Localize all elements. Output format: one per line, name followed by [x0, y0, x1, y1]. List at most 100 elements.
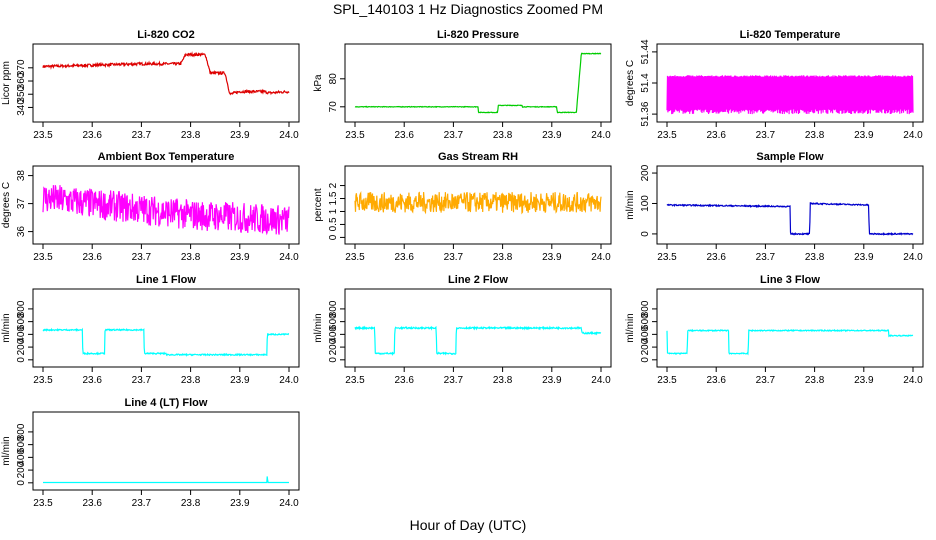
x-tick-label: 24.0 [279, 498, 299, 509]
y-tick-label: 200 [640, 338, 651, 355]
panel-title: Gas Stream RH [438, 151, 518, 163]
y-tick-label: 200 [640, 164, 651, 181]
y-tick-label: 600 [16, 436, 27, 453]
x-tick-label: 23.9 [230, 375, 250, 386]
x-tick-label: 23.7 [756, 252, 776, 263]
panel-0: Li-820 CO2 Licor ppm 23.5 23.6 23.7 23.8 23.9 2… [1, 29, 300, 141]
y-axis-label: ml/min [625, 190, 636, 219]
x-tick-label: 23.8 [805, 130, 825, 141]
x-tick-label: 23.5 [657, 375, 677, 386]
y-tick-label: 600 [640, 313, 651, 330]
series-line-0 [354, 191, 602, 215]
y-axis-label: ml/min [625, 313, 636, 342]
series-line-0 [43, 476, 289, 484]
x-tick-label: 23.6 [394, 375, 414, 386]
x-tick-label: 23.9 [542, 375, 562, 386]
x-tick-label: 23.6 [706, 252, 726, 263]
y-tick-label: 800 [328, 300, 339, 317]
series-line-0 [42, 327, 290, 357]
page-title: SPL_140103 1 Hz Diagnostics Zoomed PM [332, 1, 604, 17]
y-tick-label: 200 [328, 338, 339, 355]
y-tick-label: 0 [16, 480, 27, 486]
plot-frame [32, 411, 300, 491]
y-axis-label: ml/min [1, 313, 12, 342]
series-line-0 [42, 185, 290, 236]
x-tick-label: 23.9 [542, 252, 562, 263]
plot-frame [32, 165, 300, 245]
series-line-0 [666, 75, 914, 115]
x-tick-label: 23.5 [345, 130, 365, 141]
panel-3: Ambient Box Temperature degrees C 23.5 23.6… [1, 151, 300, 263]
panel-title: Line 2 Flow [448, 274, 508, 286]
panel-title: Line 3 Flow [760, 274, 820, 286]
panel-9: Line 4 (LT) Flow ml/min 23.5 23.6 23.7 23.8 23… [1, 397, 300, 509]
x-tick-label: 23.8 [493, 130, 513, 141]
x-tick-label: 23.8 [181, 252, 201, 263]
x-tick-label: 23.6 [82, 498, 102, 509]
y-axis-label: percent [313, 188, 324, 222]
x-tick-label: 23.7 [132, 130, 152, 141]
y-tick-label: 800 [16, 300, 27, 317]
x-tick-label: 23.8 [493, 252, 513, 263]
x-tick-label: 23.7 [444, 252, 464, 263]
y-axis-label: ml/min [313, 313, 324, 342]
panel-title: Line 1 Flow [136, 274, 196, 286]
y-tick-label: 800 [640, 300, 651, 317]
plot-frame [344, 288, 612, 368]
y-axis-label: degrees C [1, 182, 12, 228]
panel-title: Li-820 Temperature [740, 29, 841, 41]
x-tick-label: 23.6 [82, 375, 102, 386]
y-tick-label: 0 [16, 357, 27, 363]
panel-title: Ambient Box Temperature [98, 151, 235, 163]
x-tick-label: 23.8 [181, 375, 201, 386]
x-tick-label: 23.6 [706, 375, 726, 386]
series-line-0 [354, 52, 602, 114]
x-tick-label: 23.8 [805, 375, 825, 386]
y-tick-label: 0 [328, 234, 339, 240]
plot-frame [656, 288, 924, 368]
y-tick-label: 370 [16, 59, 27, 76]
x-tick-label: 23.9 [854, 375, 874, 386]
y-tick-label: 200 [16, 338, 27, 355]
y-tick-label: 350 [16, 85, 27, 102]
y-axis-label: Licor ppm [1, 61, 12, 105]
y-tick-label: 800 [16, 423, 27, 440]
x-tick-label: 23.7 [132, 252, 152, 263]
y-tick-label: 340 [16, 99, 27, 116]
plot-frame [344, 165, 612, 245]
x-tick-label: 23.5 [33, 375, 53, 386]
y-tick-label: 1.5 [328, 191, 339, 205]
x-tick-label: 23.5 [345, 252, 365, 263]
x-axis-label: Hour of Day (UTC) [409, 517, 527, 533]
y-axis-label: kPa [313, 74, 324, 92]
series-line-0 [666, 202, 914, 236]
panel-title: Li-820 Pressure [437, 29, 519, 41]
y-tick-label: 1 [328, 208, 339, 214]
y-tick-label: 400 [16, 326, 27, 343]
y-tick-label: 51.36 [640, 101, 651, 126]
panel-title: Li-820 CO2 [137, 29, 194, 41]
x-tick-label: 23.8 [805, 252, 825, 263]
x-tick-label: 23.7 [444, 375, 464, 386]
x-tick-label: 23.9 [854, 130, 874, 141]
x-tick-label: 23.9 [230, 498, 250, 509]
panel-title: Line 4 (LT) Flow [125, 397, 208, 409]
x-tick-label: 24.0 [591, 252, 611, 263]
y-tick-label: 400 [16, 449, 27, 466]
x-tick-label: 24.0 [903, 130, 923, 141]
x-tick-label: 23.6 [394, 252, 414, 263]
y-tick-label: 400 [640, 326, 651, 343]
y-tick-label: 70 [328, 101, 339, 113]
x-tick-label: 24.0 [903, 252, 923, 263]
x-tick-label: 23.9 [230, 130, 250, 141]
x-tick-label: 23.9 [854, 252, 874, 263]
y-tick-label: 51.4 [640, 73, 651, 93]
y-axis-label: ml/min [1, 436, 12, 465]
x-tick-label: 23.5 [345, 375, 365, 386]
y-tick-label: 600 [16, 313, 27, 330]
panel-title: Sample Flow [756, 151, 824, 163]
panel-6: Line 1 Flow ml/min 23.5 23.6 23.7 23.8 23.9 24.… [1, 274, 300, 386]
y-tick-label: 360 [16, 72, 27, 89]
x-tick-label: 23.8 [181, 130, 201, 141]
